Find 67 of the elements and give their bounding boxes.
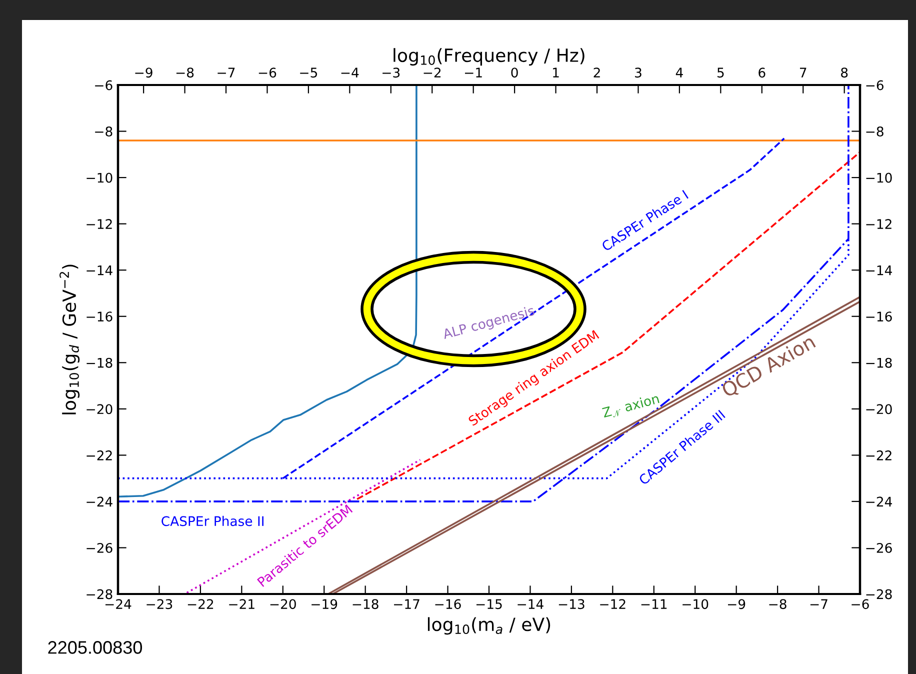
- x-tick-label: −19: [312, 599, 338, 610]
- x-tick-label: −14: [518, 599, 544, 609]
- x-tick-label: −11: [641, 599, 667, 609]
- y2-tick-label: −8: [866, 126, 884, 136]
- series-label: CASPEr Phase II: [162, 516, 264, 526]
- text: 2205.00830: [48, 641, 142, 654]
- x-tick-label: −10: [682, 599, 708, 610]
- x2-tick-label: −1: [465, 68, 482, 78]
- x2-tick-label: 7: [800, 68, 806, 78]
- x2-tick-label: 0: [511, 68, 518, 78]
- x2-tick-label: 2: [594, 68, 600, 78]
- x-tick-label: −18: [352, 599, 378, 610]
- y-tick-label: −24: [86, 496, 112, 506]
- x2-tick-label: 5: [717, 68, 724, 78]
- x-tick-label: −17: [394, 599, 420, 609]
- y2-tick-label: −18: [866, 358, 892, 368]
- x2-tick-label: 6: [758, 68, 766, 78]
- y2-tick-label: −26: [866, 542, 892, 553]
- x2-tick-label: −2: [424, 68, 441, 78]
- y-tick-label: −26: [86, 542, 112, 553]
- y-tick-label: −18: [86, 358, 112, 368]
- x2-tick-label: −3: [382, 68, 400, 78]
- x2-tick-label: −7: [218, 68, 235, 78]
- x-tick-label: −7: [810, 599, 828, 609]
- x-tick-label: −16: [435, 599, 461, 610]
- y-tick-label: −8: [95, 126, 112, 136]
- x2-tick-label: −6: [258, 68, 276, 78]
- y-tick-label: −12: [86, 219, 112, 229]
- y-tick-label: −14: [86, 265, 112, 276]
- y2-tick-label: −24: [866, 496, 892, 506]
- y2-tick-label: −6: [866, 80, 884, 90]
- y2-tick-label: −28: [866, 589, 892, 600]
- x-tick-label: −9: [728, 599, 746, 610]
- x2-tick-label: −4: [341, 68, 359, 78]
- x-tick-label: −12: [600, 599, 626, 609]
- y-tick-label: −16: [86, 312, 112, 322]
- x2-tick-label: 8: [841, 68, 848, 78]
- y2-tick-label: −22: [866, 450, 892, 460]
- x-tick-label: −8: [769, 599, 786, 610]
- x2-tick-label: −8: [176, 68, 194, 78]
- y-axis-title: log$_{10}$(g$_{d}$ / GeV$^{−2}$): [60, 264, 80, 414]
- x2-tick-label: −5: [300, 68, 318, 78]
- x2-tick-label: 1: [553, 68, 559, 78]
- y-tick-label: −6: [95, 80, 112, 90]
- y-tick-label: −22: [86, 450, 112, 460]
- y2-tick-label: −20: [866, 404, 892, 414]
- x-tick-label: −15: [476, 599, 502, 610]
- y2-tick-label: −16: [866, 312, 892, 322]
- y-tick-label: −28: [86, 589, 112, 600]
- x2-tick-label: 4: [676, 68, 683, 78]
- x-tick-label: −23: [146, 599, 172, 610]
- annotation: Z$_{𝒩}$ axion: [602, 393, 660, 420]
- x2-tick-label: 3: [635, 68, 642, 78]
- x-axis-title: log$_{10}$(m$_{a}$ / eV): [428, 617, 550, 635]
- y2-tick-label: −14: [866, 265, 892, 276]
- y2-tick-label: −12: [866, 219, 892, 229]
- y-tick-label: −20: [86, 404, 112, 414]
- x-tick-label: −22: [188, 599, 214, 609]
- x-tick-label: −21: [229, 599, 254, 609]
- x2-axis-title: log$_{10}$(Frequency / Hz): [394, 48, 584, 66]
- y2-tick-label: −10: [866, 172, 892, 183]
- x-tick-label: −13: [558, 599, 584, 610]
- x-tick-label: −6: [852, 599, 869, 610]
- y-tick-label: −10: [86, 172, 112, 183]
- x-tick-label: −24: [105, 599, 132, 609]
- x-tick-label: −20: [270, 599, 296, 610]
- x2-tick-label: −9: [135, 68, 152, 78]
